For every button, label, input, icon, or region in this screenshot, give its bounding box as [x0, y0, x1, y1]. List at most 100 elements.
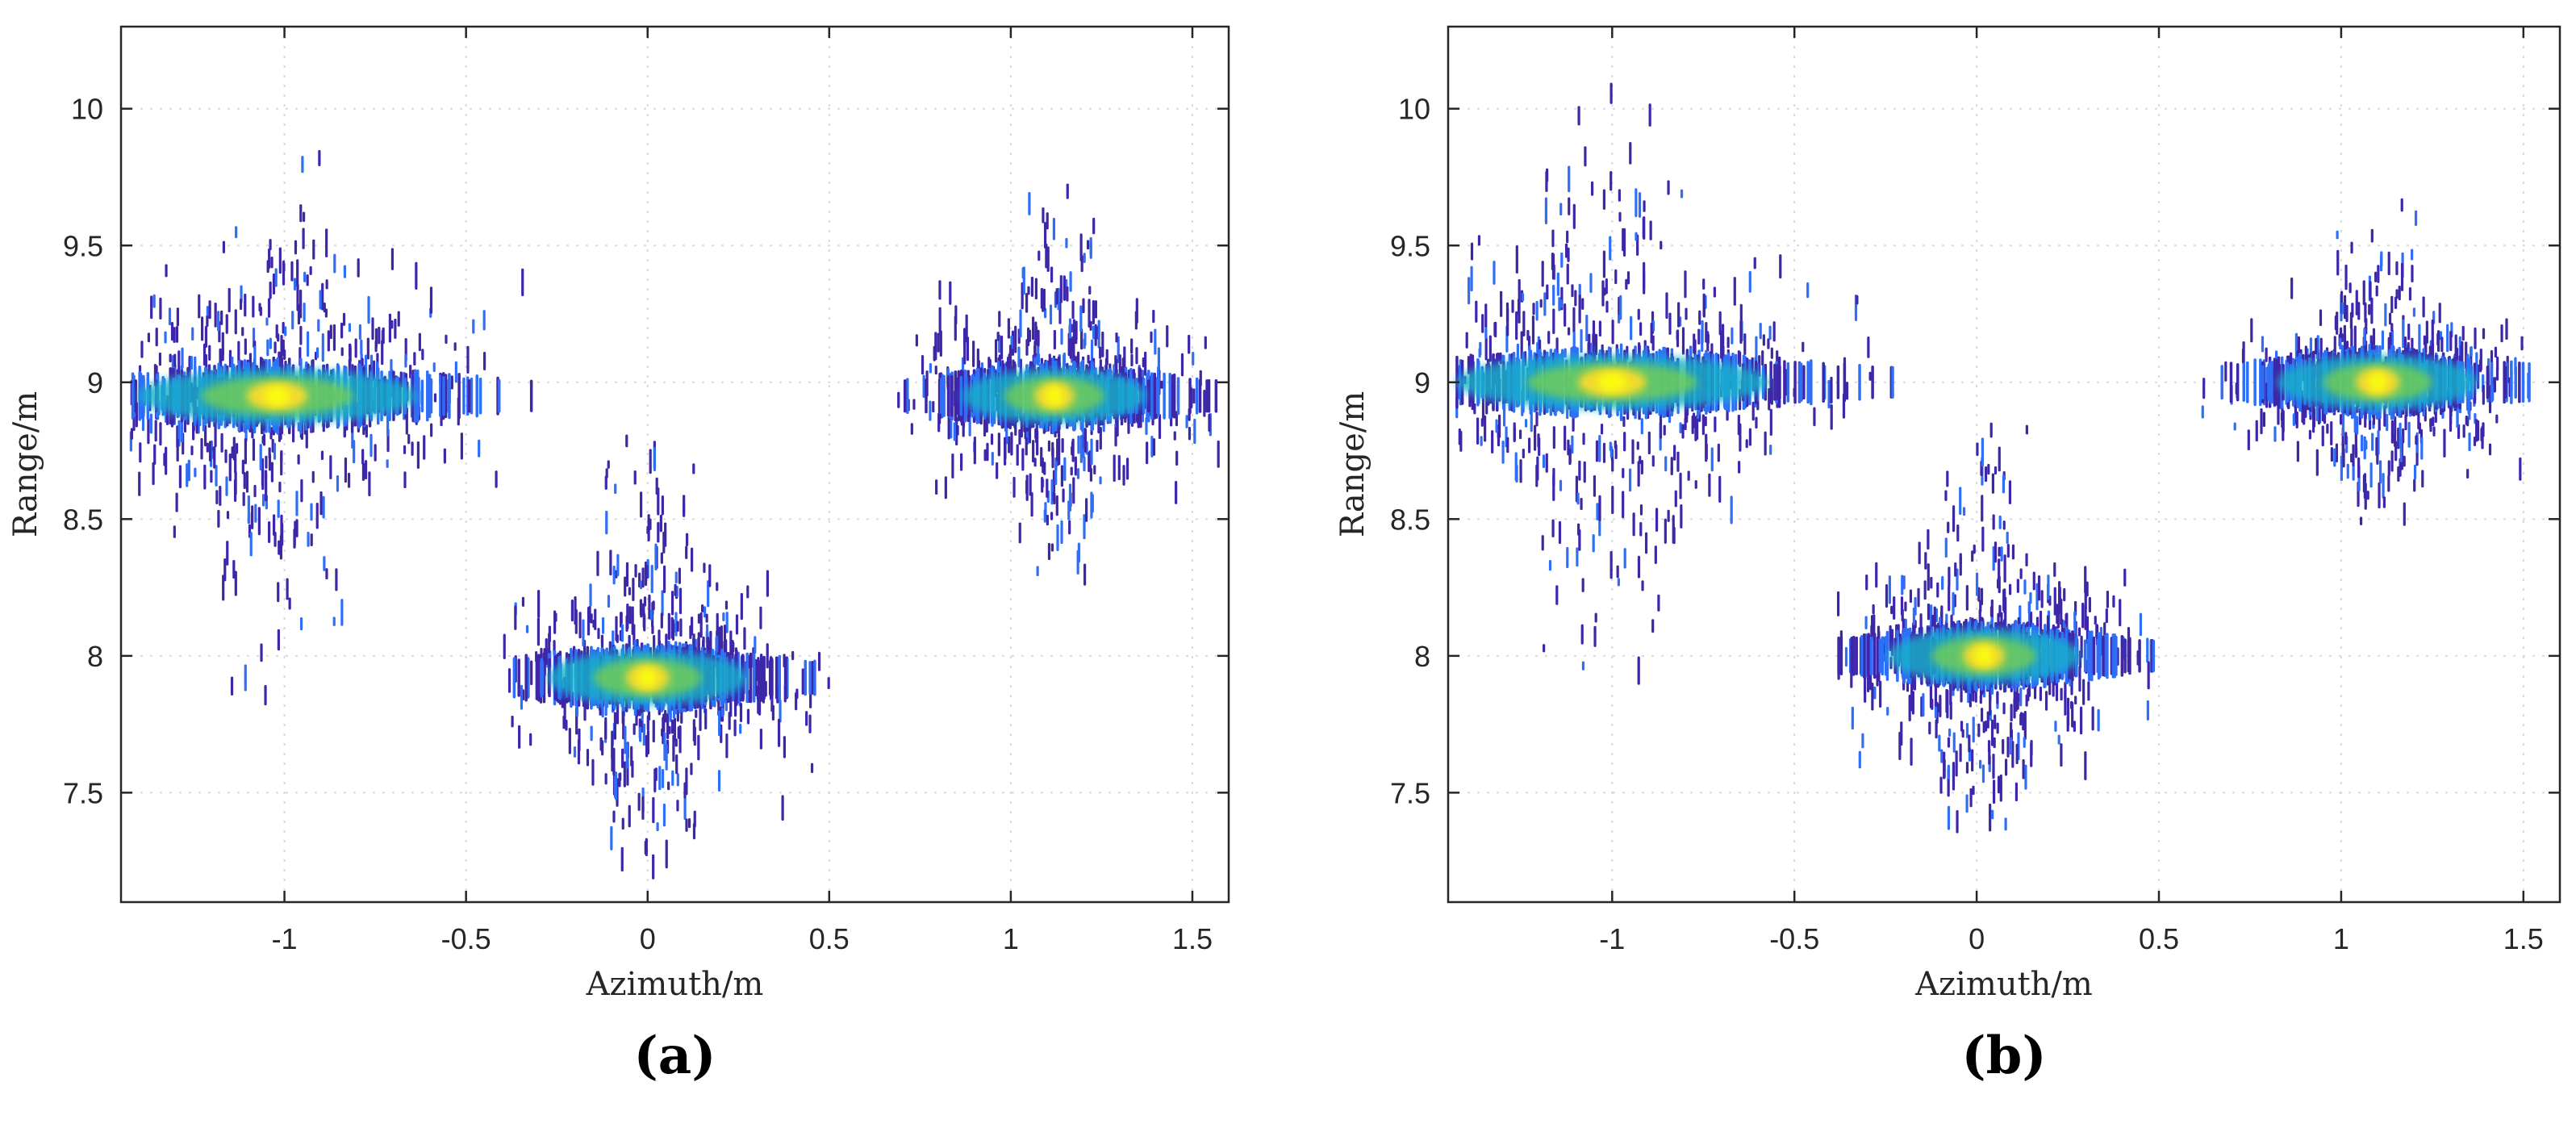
response-streak — [1965, 762, 1969, 774]
response-streak — [2400, 198, 2403, 212]
response-streak — [1079, 233, 1083, 261]
response-streak — [651, 625, 654, 634]
response-streak — [921, 355, 925, 375]
response-streak — [1786, 361, 1790, 403]
response-streak — [722, 612, 725, 621]
response-streak — [369, 433, 373, 458]
response-streak — [2233, 422, 2236, 431]
response-streak — [1777, 356, 1781, 408]
response-streak — [996, 331, 1000, 341]
response-streak — [295, 491, 299, 516]
response-streak — [1701, 328, 1704, 353]
response-streak — [1541, 535, 1544, 551]
response-streak — [466, 345, 470, 374]
response-streak — [2518, 361, 2521, 403]
response-streak — [2371, 432, 2374, 451]
response-streak — [1551, 253, 1555, 280]
response-streak — [280, 449, 283, 463]
response-streak — [1056, 524, 1059, 551]
response-streak — [1500, 290, 1503, 304]
response-streak — [2462, 424, 2465, 438]
response-streak — [2510, 360, 2513, 404]
response-streak — [1730, 495, 1733, 524]
response-streak — [2039, 686, 2042, 701]
response-streak — [922, 374, 925, 399]
response-streak — [1664, 456, 1668, 472]
response-streak — [1992, 514, 1995, 530]
response-streak — [2053, 562, 2056, 577]
response-streak — [1468, 277, 1471, 305]
response-streak — [1063, 352, 1066, 367]
response-streak — [704, 708, 708, 730]
response-streak — [1773, 363, 1776, 401]
chart-panel-b: -1 -0.5 0 0.5 1 1.5 7.5 8 8.5 9 9.5 10 A… — [1334, 25, 2561, 1086]
response-streak — [1066, 286, 1069, 302]
response-streak — [637, 792, 641, 811]
response-streak — [1055, 495, 1058, 516]
response-streak — [942, 374, 946, 417]
response-streak — [254, 504, 257, 523]
response-streak — [1602, 442, 1606, 463]
response-streak — [278, 247, 282, 274]
response-streak — [220, 432, 223, 453]
response-streak — [605, 468, 608, 478]
response-streak — [594, 608, 597, 630]
response-streak — [2073, 611, 2077, 629]
response-streak — [610, 825, 613, 850]
response-streak — [1195, 377, 1199, 415]
response-streak — [1959, 556, 1962, 565]
response-streak — [217, 311, 220, 332]
response-streak — [2242, 362, 2246, 402]
response-streak — [1679, 422, 1682, 434]
response-streak — [220, 310, 223, 325]
response-streak — [1578, 295, 1581, 324]
response-streak — [2346, 463, 2349, 479]
response-streak — [261, 468, 265, 491]
response-streak — [1034, 321, 1037, 346]
response-streak — [1626, 271, 1630, 285]
response-streak — [2147, 661, 2150, 690]
response-streak — [2361, 434, 2364, 452]
response-streak — [270, 257, 273, 269]
x-tick-label: -0.5 — [1769, 922, 1819, 955]
response-streak — [1060, 520, 1063, 545]
response-streak — [973, 436, 976, 465]
response-streak — [997, 432, 1000, 457]
response-streak — [190, 356, 194, 370]
response-peak — [1975, 646, 1993, 666]
response-streak — [1717, 443, 1720, 462]
response-streak — [662, 713, 666, 733]
response-streak — [1491, 430, 1494, 453]
response-streak — [1934, 683, 1938, 707]
response-streak — [959, 453, 963, 471]
response-streak — [2378, 482, 2381, 509]
response-streak — [2065, 613, 2068, 625]
response-streak — [1687, 470, 1690, 481]
response-streak — [2399, 422, 2402, 449]
response-streak — [320, 450, 324, 461]
response-streak — [1952, 732, 1956, 753]
x-tick-label: 0.5 — [2139, 922, 2179, 955]
response-streak — [2330, 446, 2333, 462]
response-streak — [707, 580, 710, 608]
response-streak — [2119, 599, 2122, 627]
response-streak — [648, 594, 651, 620]
response-streak — [706, 637, 710, 655]
response-streak — [827, 677, 830, 690]
response-streak — [1083, 253, 1086, 264]
response-streak — [2449, 408, 2453, 425]
response-streak — [269, 239, 272, 251]
response-streak — [628, 634, 631, 650]
response-streak — [685, 545, 688, 559]
response-streak — [2369, 462, 2373, 488]
response-streak — [1566, 546, 1569, 569]
response-streak — [1063, 275, 1066, 301]
response-streak — [596, 550, 599, 577]
response-streak — [1623, 432, 1626, 452]
response-streak — [925, 378, 928, 414]
response-streak — [2407, 421, 2411, 448]
response-streak — [1973, 544, 1976, 554]
y-tick-label: 8.5 — [63, 503, 103, 536]
response-streak — [1982, 721, 1985, 733]
response-streak — [2044, 691, 2048, 711]
